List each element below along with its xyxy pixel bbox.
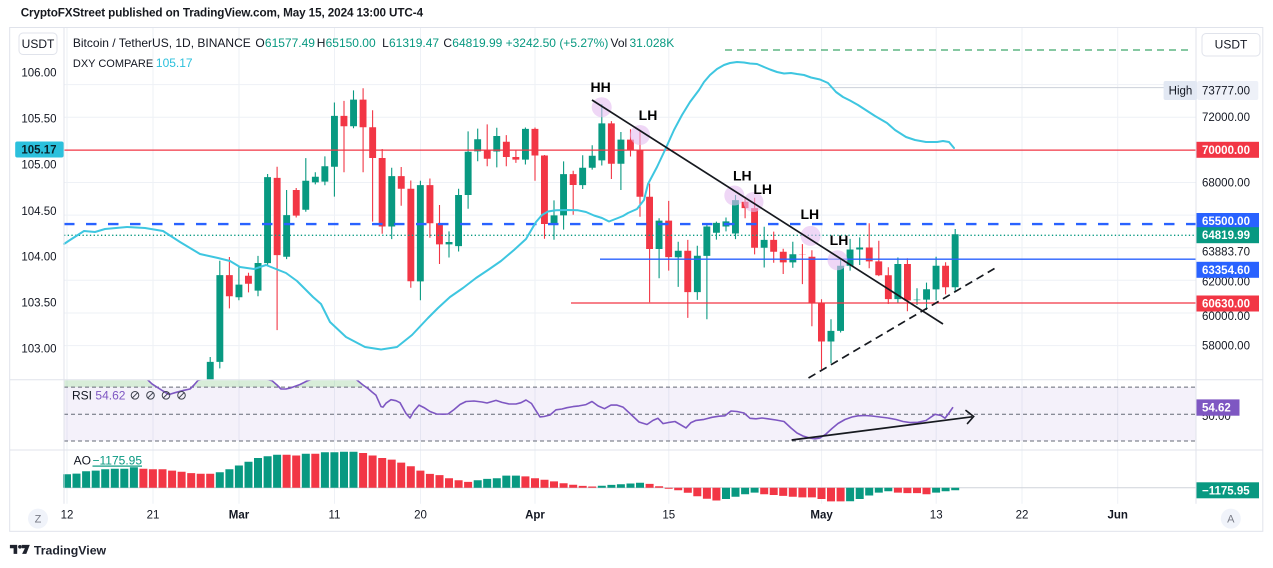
svg-text:64819.99: 64819.99 xyxy=(1202,230,1250,242)
svg-text:13: 13 xyxy=(930,510,943,522)
svg-text:TradingView: TradingView xyxy=(34,544,107,558)
svg-text:70000.00: 70000.00 xyxy=(1202,145,1250,157)
svg-text:72000.00: 72000.00 xyxy=(1202,112,1250,124)
svg-text:Mar: Mar xyxy=(229,510,250,522)
svg-text:DXY COMPARE: DXY COMPARE xyxy=(73,58,153,70)
svg-text:20: 20 xyxy=(414,510,427,522)
svg-text:105.17: 105.17 xyxy=(156,56,193,70)
svg-text:105.50: 105.50 xyxy=(21,114,56,126)
svg-text:103.00: 103.00 xyxy=(21,344,56,356)
svg-text:60630.00: 60630.00 xyxy=(1202,299,1250,311)
svg-text:−1175.95: −1175.95 xyxy=(1202,485,1250,497)
svg-text:12: 12 xyxy=(61,510,74,522)
svg-text:USDT: USDT xyxy=(1215,38,1248,52)
svg-text:65500.00: 65500.00 xyxy=(1202,216,1250,228)
svg-text:105.00: 105.00 xyxy=(21,160,56,172)
svg-text:+3242.50 (+5.27%): +3242.50 (+5.27%) xyxy=(506,36,609,50)
svg-text:106.00: 106.00 xyxy=(21,68,56,80)
svg-text:O: O xyxy=(255,36,264,50)
svg-text:Bitcoin / TetherUS, 1D, BINANC: Bitcoin / TetherUS, 1D, BINANCE xyxy=(73,36,251,50)
svg-text:105.17: 105.17 xyxy=(21,145,56,157)
svg-text:May: May xyxy=(810,510,833,522)
svg-text:21: 21 xyxy=(147,510,160,522)
svg-text:22: 22 xyxy=(1016,510,1029,522)
svg-text:LH: LH xyxy=(639,107,658,123)
svg-text:H: H xyxy=(317,36,326,50)
svg-text:54.62: 54.62 xyxy=(1202,403,1231,415)
svg-text:63354.60: 63354.60 xyxy=(1202,265,1250,277)
svg-text:RSI: RSI xyxy=(72,389,92,403)
svg-text:15: 15 xyxy=(662,510,675,522)
svg-text:LH: LH xyxy=(830,232,849,248)
svg-text:60000.00: 60000.00 xyxy=(1202,311,1250,323)
svg-text:LH: LH xyxy=(800,206,819,222)
svg-text:C: C xyxy=(443,36,452,50)
svg-text:USDT: USDT xyxy=(22,37,55,51)
svg-text:Jun: Jun xyxy=(1107,510,1127,522)
svg-text:54.62: 54.62 xyxy=(95,389,125,403)
svg-text:104.50: 104.50 xyxy=(21,206,56,218)
svg-text:61577.49: 61577.49 xyxy=(265,36,315,50)
svg-text:61319.47: 61319.47 xyxy=(389,36,439,50)
svg-text:Apr: Apr xyxy=(525,510,545,522)
svg-text:A: A xyxy=(1227,514,1235,526)
svg-text:104.00: 104.00 xyxy=(21,252,56,264)
svg-text:58000.00: 58000.00 xyxy=(1202,341,1250,353)
svg-text:HH: HH xyxy=(590,79,610,95)
svg-text:Z: Z xyxy=(35,514,42,526)
svg-text:103.50: 103.50 xyxy=(21,298,56,310)
svg-text:63883.70: 63883.70 xyxy=(1202,246,1250,258)
svg-text:31.028K: 31.028K xyxy=(630,36,675,50)
svg-text:LH: LH xyxy=(733,168,752,184)
svg-text:L: L xyxy=(382,36,389,50)
svg-text:65150.00: 65150.00 xyxy=(326,36,376,50)
svg-text:68000.00: 68000.00 xyxy=(1202,178,1250,190)
svg-text:Vol: Vol xyxy=(611,36,628,50)
svg-text:High: High xyxy=(1169,86,1193,98)
svg-text:64819.99: 64819.99 xyxy=(452,36,502,50)
svg-text:−1175.95: −1175.95 xyxy=(93,454,143,468)
svg-text:AO: AO xyxy=(74,454,91,468)
svg-text:CryptoFXStreet published on Tr: CryptoFXStreet published on TradingView.… xyxy=(21,7,424,20)
svg-text:73777.00: 73777.00 xyxy=(1202,86,1250,98)
svg-text:LH: LH xyxy=(753,181,772,197)
svg-text:11: 11 xyxy=(329,510,341,522)
svg-text:62000.00: 62000.00 xyxy=(1202,277,1250,289)
